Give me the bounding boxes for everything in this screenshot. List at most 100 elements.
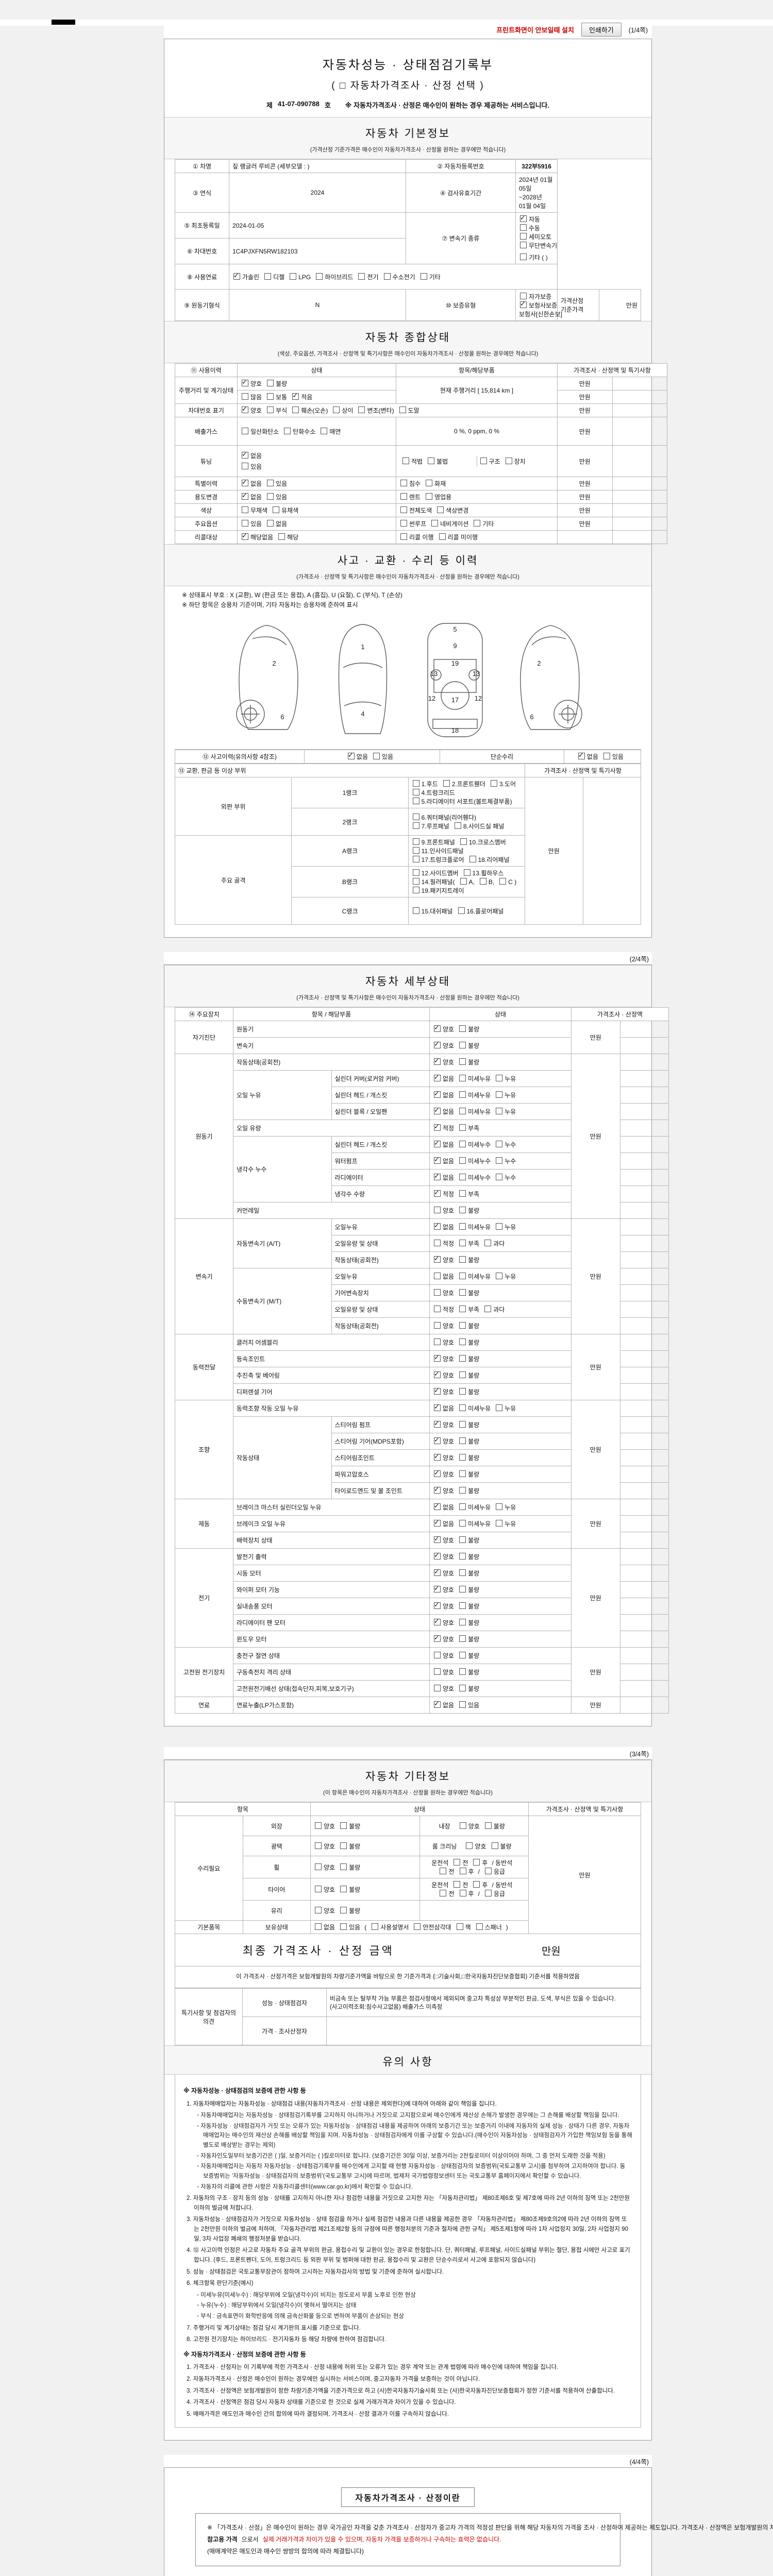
checkbox[interactable]	[400, 533, 407, 540]
checkbox[interactable]	[459, 1141, 466, 1148]
checkbox[interactable]	[284, 427, 291, 434]
checkbox[interactable]	[434, 1502, 441, 1511]
checkbox[interactable]	[459, 1822, 466, 1829]
checkbox[interactable]	[453, 1881, 461, 1888]
checkbox[interactable]	[434, 1156, 441, 1164]
checkbox[interactable]	[340, 1822, 347, 1829]
checkbox[interactable]	[440, 1868, 447, 1875]
checkbox[interactable]	[434, 1551, 441, 1560]
checkbox[interactable]	[420, 273, 427, 280]
checkbox[interactable]	[434, 1386, 441, 1395]
checkbox[interactable]	[358, 406, 365, 413]
checkbox[interactable]	[459, 1437, 466, 1445]
checkbox[interactable]	[459, 1207, 466, 1214]
checkbox[interactable]	[267, 480, 274, 486]
checkbox[interactable]	[242, 463, 248, 469]
checkbox[interactable]	[459, 1256, 466, 1263]
checkbox[interactable]	[459, 1602, 466, 1609]
checkbox[interactable]	[400, 493, 407, 500]
checkbox[interactable]	[520, 214, 527, 222]
checkbox[interactable]	[459, 1355, 466, 1362]
checkbox[interactable]	[434, 1634, 441, 1642]
checkbox[interactable]	[242, 520, 248, 527]
checkbox[interactable]	[496, 1223, 503, 1230]
checkbox[interactable]	[459, 1868, 466, 1875]
checkbox[interactable]	[474, 520, 481, 527]
checkbox[interactable]	[459, 1091, 466, 1098]
checkbox[interactable]	[459, 1042, 466, 1049]
checkbox[interactable]	[496, 1108, 503, 1115]
checkbox[interactable]	[264, 273, 272, 280]
checkbox[interactable]	[459, 1454, 466, 1461]
checkbox[interactable]	[454, 822, 461, 829]
checkbox[interactable]	[267, 393, 274, 400]
checkbox[interactable]	[434, 1240, 441, 1247]
checkbox[interactable]	[496, 1174, 503, 1181]
checkbox[interactable]	[315, 1906, 322, 1913]
checkbox[interactable]	[496, 1520, 503, 1527]
checkbox[interactable]	[347, 751, 355, 760]
checkbox[interactable]	[434, 1601, 441, 1609]
checkbox[interactable]	[459, 1075, 466, 1082]
checkbox[interactable]	[459, 1586, 466, 1593]
checkbox[interactable]	[412, 822, 419, 829]
checkbox[interactable]	[434, 1568, 441, 1577]
checkbox[interactable]	[315, 1885, 322, 1892]
checkbox[interactable]	[340, 1923, 347, 1930]
checkbox[interactable]	[431, 520, 439, 527]
checkbox[interactable]	[473, 1859, 480, 1866]
checkbox[interactable]	[340, 1906, 347, 1913]
checkbox[interactable]	[315, 1822, 322, 1829]
checkbox[interactable]	[273, 506, 280, 513]
checkbox[interactable]	[434, 1024, 441, 1032]
checkbox[interactable]	[434, 1518, 441, 1527]
checkbox[interactable]	[437, 506, 444, 513]
checkbox[interactable]	[434, 1090, 441, 1098]
checkbox[interactable]	[267, 380, 274, 386]
checkbox[interactable]	[434, 1419, 441, 1428]
checkbox[interactable]	[460, 838, 467, 845]
checkbox[interactable]	[496, 1273, 503, 1280]
checkbox[interactable]	[267, 406, 274, 413]
checkbox[interactable]	[459, 1388, 466, 1395]
checkbox[interactable]	[456, 1923, 463, 1930]
checkbox[interactable]	[333, 406, 340, 413]
checkbox[interactable]	[372, 1923, 379, 1930]
checkbox[interactable]	[412, 780, 419, 787]
checkbox[interactable]	[520, 300, 527, 308]
checkbox[interactable]	[434, 1617, 441, 1626]
checkbox[interactable]	[459, 1273, 466, 1280]
checkbox[interactable]	[412, 878, 419, 885]
checkbox[interactable]	[459, 1322, 466, 1329]
checkbox[interactable]	[484, 1868, 492, 1875]
checkbox[interactable]	[434, 1436, 441, 1445]
checkbox[interactable]	[242, 478, 248, 486]
checkbox[interactable]	[603, 753, 610, 760]
checkbox[interactable]	[315, 1923, 322, 1930]
checkbox[interactable]	[459, 1058, 466, 1065]
checkbox[interactable]	[460, 878, 467, 885]
checkbox[interactable]	[496, 1503, 503, 1511]
checkbox[interactable]	[316, 273, 323, 280]
checkbox[interactable]	[505, 457, 512, 464]
checkbox[interactable]	[400, 506, 407, 513]
checkbox[interactable]	[459, 1487, 466, 1494]
checkbox[interactable]	[459, 1157, 466, 1164]
checkbox[interactable]	[473, 1881, 480, 1888]
checkbox[interactable]	[400, 480, 407, 486]
checkbox[interactable]	[434, 1273, 441, 1280]
checkbox[interactable]	[434, 1700, 441, 1708]
checkbox[interactable]	[520, 292, 527, 299]
checkbox[interactable]	[292, 406, 299, 413]
checkbox[interactable]	[400, 520, 407, 527]
checkbox[interactable]	[459, 1520, 466, 1527]
checkbox[interactable]	[290, 273, 297, 280]
checkbox[interactable]	[434, 1668, 441, 1675]
checkbox[interactable]	[499, 878, 507, 885]
checkbox[interactable]	[315, 1863, 322, 1870]
checkbox[interactable]	[459, 1569, 466, 1577]
checkbox[interactable]	[321, 427, 328, 434]
checkbox[interactable]	[315, 1842, 322, 1849]
checkbox[interactable]	[459, 1108, 466, 1115]
checkbox[interactable]	[434, 1685, 441, 1692]
